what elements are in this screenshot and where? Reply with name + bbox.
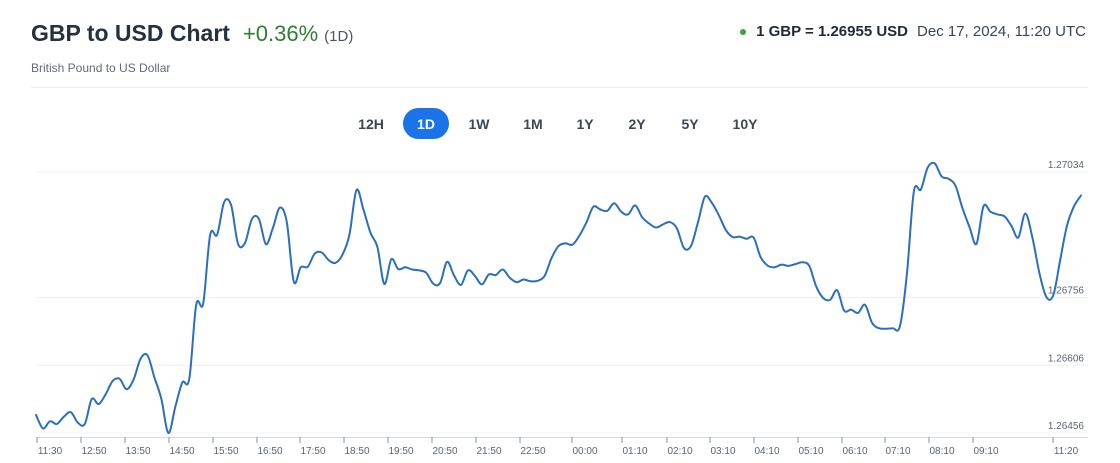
rate-block: 1 GBP = 1.26955 USD Dec 17, 2024, 11:20 … bbox=[740, 23, 1086, 40]
x-tick-label: 19:50 bbox=[388, 446, 413, 457]
header-divider bbox=[31, 87, 1088, 88]
x-tick-label: 21:50 bbox=[476, 446, 501, 457]
exchange-rate: 1 GBP = 1.26955 USD bbox=[756, 23, 909, 40]
x-tick-label: 03:10 bbox=[710, 446, 735, 457]
x-tick-label: 11:30 bbox=[38, 446, 63, 457]
x-tick-label: 02:10 bbox=[667, 446, 692, 457]
x-tick-label: 18:50 bbox=[344, 446, 369, 457]
x-tick-label: 16:50 bbox=[257, 446, 282, 457]
x-tick-label: 22:50 bbox=[520, 446, 545, 457]
live-dot-icon bbox=[740, 28, 747, 35]
range-button-12h[interactable]: 12H bbox=[348, 108, 394, 139]
x-tick-label: 08:10 bbox=[929, 446, 954, 457]
x-tick-label: 13:50 bbox=[125, 446, 150, 457]
x-tick-label: 11:20 bbox=[1054, 446, 1079, 457]
x-tick-label: 04:10 bbox=[754, 446, 779, 457]
title-row: GBP to USD Chart +0.36% (1D) bbox=[31, 20, 353, 47]
y-tick-label: 1.27034 bbox=[1048, 160, 1085, 171]
x-tick-label: 12:50 bbox=[81, 446, 106, 457]
x-tick-label: 06:10 bbox=[842, 446, 867, 457]
y-tick-label: 1.26606 bbox=[1048, 353, 1085, 364]
x-tick-label: 05:10 bbox=[798, 446, 823, 457]
range-button-5y[interactable]: 5Y bbox=[667, 108, 713, 139]
range-button-1m[interactable]: 1M bbox=[510, 108, 556, 139]
y-tick-label: 1.26456 bbox=[1048, 421, 1085, 432]
rate-timestamp: Dec 17, 2024, 11:20 UTC bbox=[917, 23, 1086, 40]
range-selector: 12H 1D 1W 1M 1Y 2Y 5Y 10Y bbox=[0, 108, 1120, 139]
range-button-1d[interactable]: 1D bbox=[403, 108, 449, 139]
x-tick-label: 14:50 bbox=[169, 446, 194, 457]
range-button-1w[interactable]: 1W bbox=[456, 108, 502, 139]
x-tick-label: 20:50 bbox=[432, 446, 457, 457]
x-tick-label: 00:00 bbox=[572, 446, 597, 457]
chart-header: GBP to USD Chart +0.36% (1D) British Pou… bbox=[0, 0, 1120, 88]
x-tick-label: 15:50 bbox=[213, 446, 238, 457]
x-tick-label: 17:50 bbox=[300, 446, 325, 457]
page-subtitle: British Pound to US Dollar bbox=[31, 61, 171, 75]
y-tick-label: 1.26756 bbox=[1048, 286, 1085, 297]
x-tick-label: 01:10 bbox=[622, 446, 647, 457]
page-title: GBP to USD Chart bbox=[31, 20, 230, 46]
range-button-2y[interactable]: 2Y bbox=[614, 108, 660, 139]
range-button-10y[interactable]: 10Y bbox=[722, 108, 768, 139]
range-button-1y[interactable]: 1Y bbox=[562, 108, 608, 139]
price-series-line bbox=[35, 161, 1082, 435]
x-tick-label: 09:10 bbox=[973, 446, 998, 457]
x-tick-label: 07:10 bbox=[885, 446, 910, 457]
period-label: (1D) bbox=[324, 28, 354, 45]
change-percent: +0.36% bbox=[242, 21, 319, 46]
